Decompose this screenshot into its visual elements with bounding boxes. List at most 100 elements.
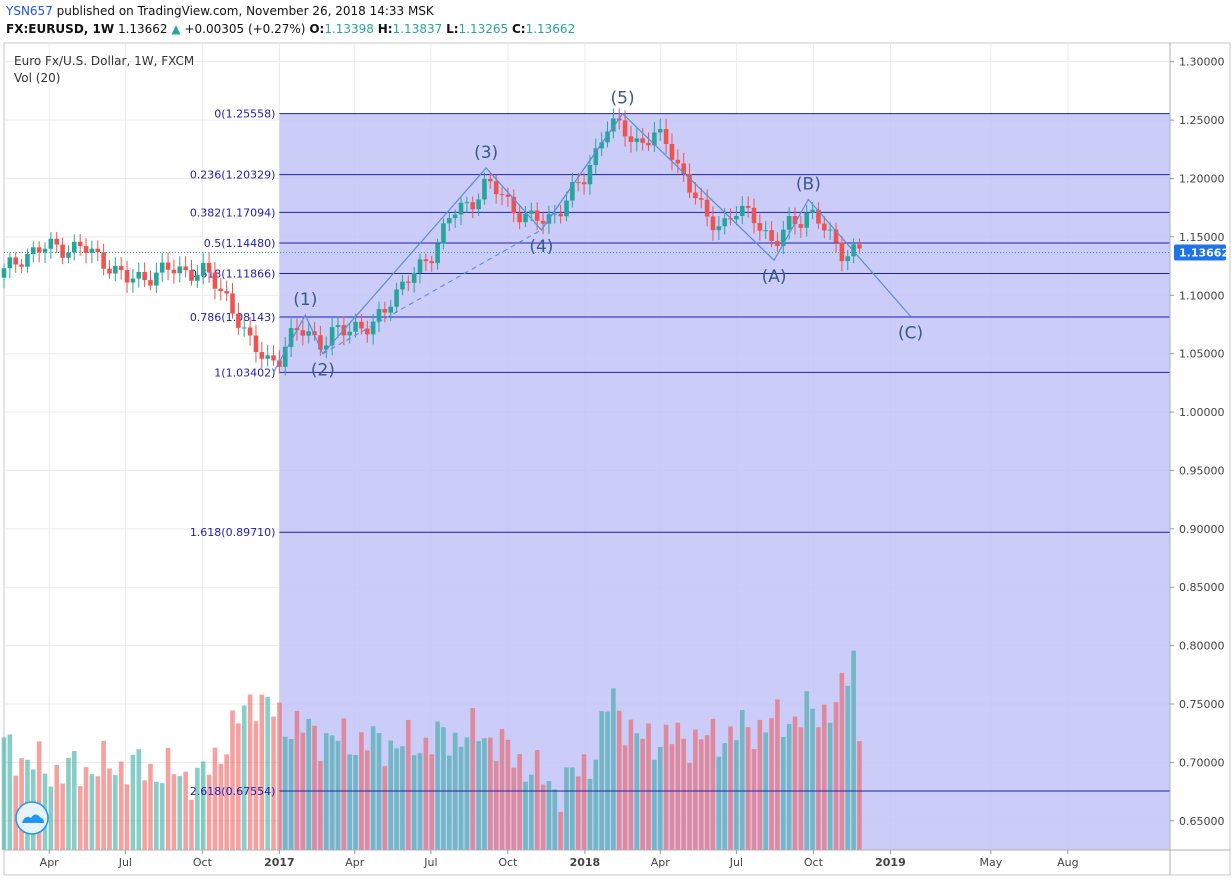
volume-bar xyxy=(704,735,710,850)
wave-label: (2) xyxy=(311,361,335,381)
tradingview-cloud-icon[interactable] xyxy=(15,801,49,835)
volume-bar xyxy=(224,754,229,850)
wave-label: (5) xyxy=(611,89,635,109)
candle-body xyxy=(95,248,101,253)
volume-bar xyxy=(458,746,464,850)
fib-levels[interactable]: 0(1.25558) 0.236(1.20329) 0.382(1.17094) 0.… xyxy=(190,108,1170,798)
candle-body xyxy=(154,272,159,286)
candle-body xyxy=(42,248,48,253)
candle-body xyxy=(364,328,370,335)
candle-body xyxy=(599,142,604,149)
candle-body xyxy=(423,259,429,262)
candle-body xyxy=(593,148,599,165)
y-tick-label: 1.05000 xyxy=(1179,348,1225,361)
candle-body xyxy=(36,247,42,253)
candle-body xyxy=(488,178,493,182)
volume-bar xyxy=(36,741,42,850)
candle-body xyxy=(312,331,317,336)
volume-bar xyxy=(212,747,218,850)
wave-label: (3) xyxy=(474,143,498,163)
candle-body xyxy=(124,270,130,283)
publish-line: YSN657 published on TradingView.com, Nov… xyxy=(6,4,434,18)
candle-body xyxy=(206,262,212,273)
candle-body xyxy=(165,262,171,270)
volume-bar xyxy=(177,776,183,850)
username-link[interactable]: YSN657 xyxy=(6,4,53,18)
dashed-trend-line[interactable] xyxy=(322,229,542,355)
candle-body xyxy=(77,241,83,247)
volume-bar xyxy=(663,724,669,850)
candle-body xyxy=(405,281,411,283)
volume-bar xyxy=(282,736,288,850)
candle-body xyxy=(458,202,464,215)
volume-bar xyxy=(312,725,317,850)
x-axis[interactable]: Apr Jul Oct 2017 Apr Jul Oct 2018 Apr Jul Oct 2019 M… xyxy=(4,849,1230,869)
fib-level-label: 0.236(1.20329) xyxy=(190,169,276,182)
volume-bar xyxy=(107,768,112,850)
volume-bar xyxy=(323,733,329,850)
volume-bar xyxy=(130,754,136,850)
x-tick-label: Oct xyxy=(498,856,518,869)
candle-body xyxy=(400,281,405,290)
volume-bar xyxy=(511,767,517,850)
volume-bar xyxy=(710,718,716,850)
volume-bar xyxy=(827,722,833,850)
volume-bar xyxy=(745,727,751,850)
volume-bar xyxy=(318,761,323,850)
candle-body xyxy=(540,220,546,224)
candle-body xyxy=(558,213,563,217)
elliott-wave-lines[interactable]: (1) (2) (3) (4) (5) (A) (B) (C) xyxy=(273,89,924,381)
candle-body xyxy=(570,182,575,201)
volume-bar xyxy=(265,696,270,850)
volume-bar xyxy=(839,672,845,850)
dashed-trend-line[interactable] xyxy=(540,113,624,231)
volume-bar xyxy=(616,710,622,850)
volume-bar xyxy=(775,699,780,850)
candle-body xyxy=(183,266,188,271)
candle-body xyxy=(534,210,540,221)
candle-body xyxy=(148,280,153,286)
change-value: +0.00305 (+0.27%) xyxy=(184,22,306,36)
candle-body xyxy=(370,321,376,335)
volume-bar xyxy=(693,729,698,850)
candle-body xyxy=(411,272,417,283)
fib-zone-fill xyxy=(279,113,1170,850)
volume-bar xyxy=(657,747,663,850)
volume-bar xyxy=(200,761,206,850)
candle-body xyxy=(845,256,851,262)
x-tick-label: Aug xyxy=(1057,856,1078,869)
candle-body xyxy=(429,261,435,264)
y-axis[interactable]: 1.30000 1.25000 1.20000 1.15000 1.10000 1.050… xyxy=(1169,43,1225,875)
y-tick-label: 1.20000 xyxy=(1179,172,1225,185)
candle-body xyxy=(745,205,751,208)
candle-body xyxy=(329,327,335,346)
ohlc-line: FX:EURUSD, 1W 1.13662 ▲ +0.00305 (+0.27%… xyxy=(6,22,575,36)
wave-label: (A) xyxy=(762,267,787,287)
volume-bar xyxy=(716,756,722,850)
open-value: 1.13398 xyxy=(324,22,374,36)
volume-bar xyxy=(517,754,522,850)
volume-bar xyxy=(751,749,757,850)
candle-body xyxy=(517,213,522,223)
volume-bar xyxy=(570,767,575,850)
volume-bar xyxy=(101,740,106,850)
candle-body xyxy=(195,275,200,281)
candle-body xyxy=(417,259,423,273)
x-tick-label: Jul xyxy=(118,856,132,869)
high-label: H: xyxy=(377,22,393,36)
volume-bar xyxy=(66,757,71,850)
y-tick-label: 0.80000 xyxy=(1179,640,1225,653)
y-tick-label: 0.90000 xyxy=(1179,523,1225,536)
candle-body xyxy=(271,355,276,361)
candle-body xyxy=(646,142,651,146)
candle-body xyxy=(241,327,247,329)
candle-body xyxy=(394,289,399,307)
candle-body xyxy=(118,265,124,271)
volume-bar xyxy=(60,783,65,850)
volume-bar xyxy=(218,763,224,850)
volume-bar xyxy=(394,748,399,850)
fib-level-label: 0.382(1.17094) xyxy=(190,206,276,219)
candle-body xyxy=(113,265,118,274)
candle-body xyxy=(751,207,757,224)
